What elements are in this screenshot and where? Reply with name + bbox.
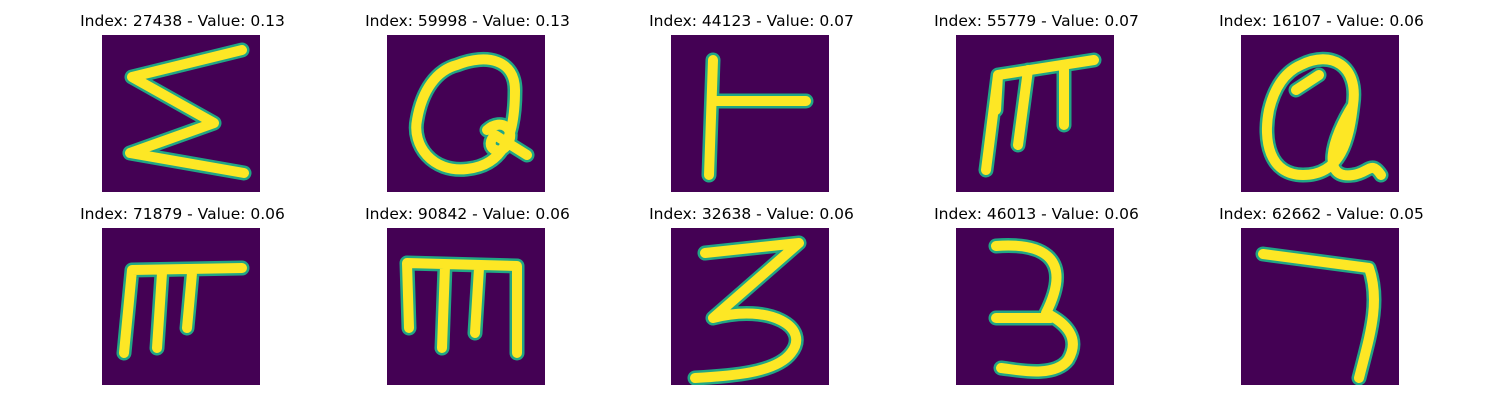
digit-image bbox=[102, 35, 260, 192]
panel-1: Index: 27438 - Value: 0.13 bbox=[40, 0, 325, 193]
digit-image bbox=[956, 228, 1114, 385]
panel-2: Index: 59998 - Value: 0.13 bbox=[325, 0, 610, 193]
panel-title: Index: 90842 - Value: 0.06 bbox=[365, 205, 570, 223]
panel-title: Index: 55779 - Value: 0.07 bbox=[934, 12, 1139, 30]
panel-5: Index: 16107 - Value: 0.06 bbox=[1179, 0, 1464, 193]
panel-8: Index: 32638 - Value: 0.06 bbox=[609, 193, 894, 386]
digit-image bbox=[1241, 35, 1399, 192]
panel-7: Index: 90842 - Value: 0.06 bbox=[325, 193, 610, 386]
panel-4: Index: 55779 - Value: 0.07 bbox=[894, 0, 1179, 193]
digit-image bbox=[1241, 228, 1399, 385]
panel-title: Index: 71879 - Value: 0.06 bbox=[80, 205, 285, 223]
panel-title: Index: 32638 - Value: 0.06 bbox=[649, 205, 854, 223]
digit-image bbox=[387, 228, 545, 385]
panel-10: Index: 62662 - Value: 0.05 bbox=[1179, 193, 1464, 386]
panel-title: Index: 27438 - Value: 0.13 bbox=[80, 12, 285, 30]
digit-image bbox=[671, 228, 829, 385]
panel-6: Index: 71879 - Value: 0.06 bbox=[40, 193, 325, 386]
panel-title: Index: 59998 - Value: 0.13 bbox=[365, 12, 570, 30]
panel-title: Index: 44123 - Value: 0.07 bbox=[649, 12, 854, 30]
digit-image bbox=[671, 35, 829, 192]
panel-title: Index: 46013 - Value: 0.06 bbox=[934, 205, 1139, 223]
panel-title: Index: 16107 - Value: 0.06 bbox=[1219, 12, 1424, 30]
digit-image bbox=[387, 35, 545, 192]
panel-title: Index: 62662 - Value: 0.05 bbox=[1219, 205, 1424, 223]
digit-image bbox=[956, 35, 1114, 192]
panel-3: Index: 44123 - Value: 0.07 bbox=[609, 0, 894, 193]
panel-9: Index: 46013 - Value: 0.06 bbox=[894, 193, 1179, 386]
digit-image bbox=[102, 228, 260, 385]
